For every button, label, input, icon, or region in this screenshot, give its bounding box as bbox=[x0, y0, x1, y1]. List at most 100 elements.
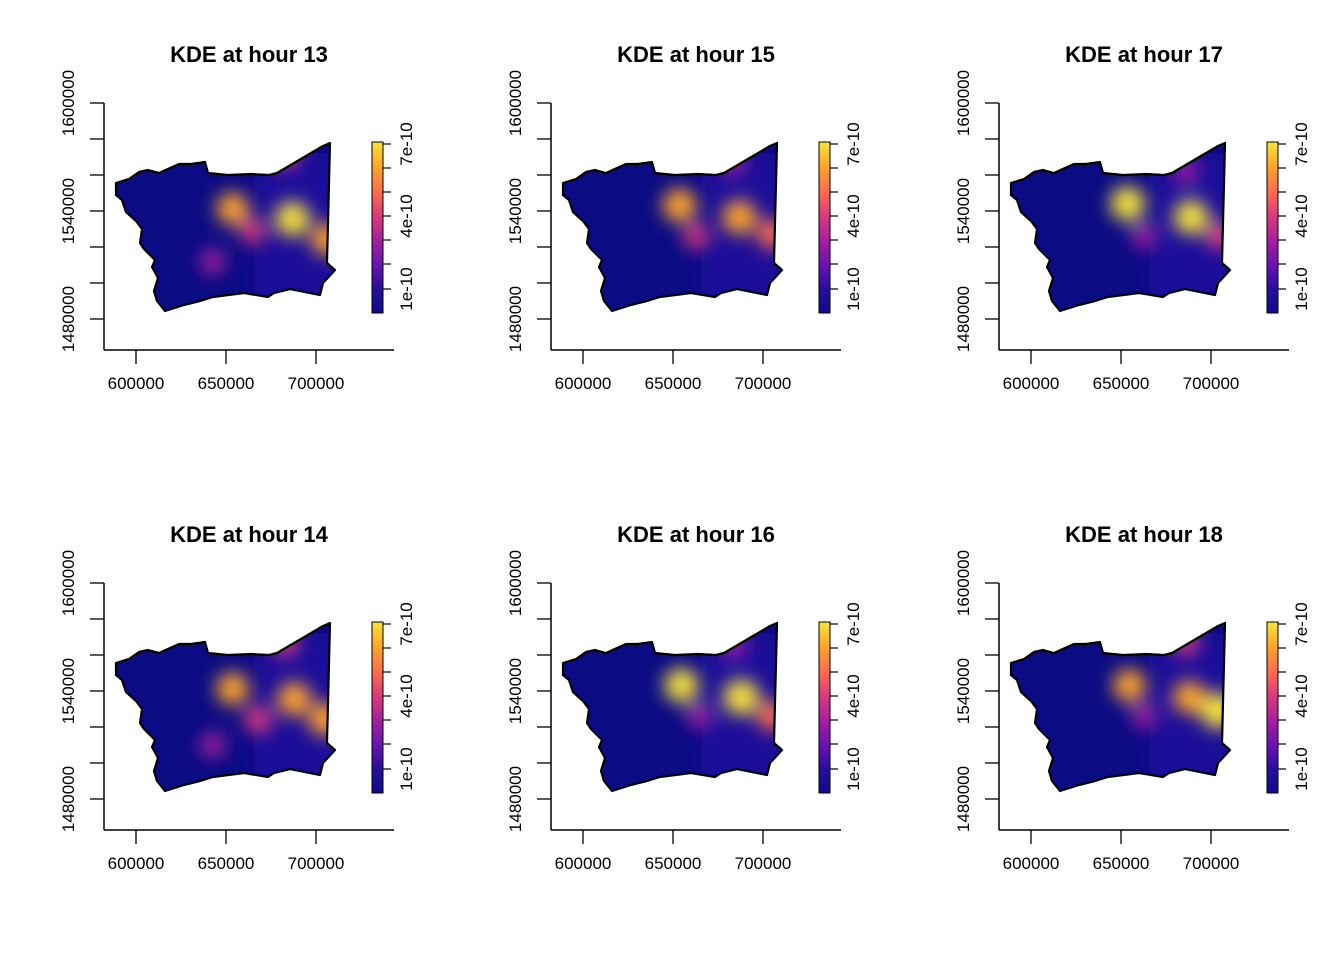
panel-hour-0: KDE at hour 13 1480000 1540000 1600000 60000… bbox=[59, 42, 416, 393]
colorbar-tick-label: 7e-10 bbox=[1292, 122, 1311, 165]
y-tick-label: 1480000 bbox=[954, 766, 973, 832]
chart-title: KDE at hour 15 bbox=[617, 42, 775, 67]
y-tick-label: 1600000 bbox=[954, 70, 973, 136]
x-tick-label: 700000 bbox=[735, 854, 792, 873]
colorbar-tick-label: 1e-10 bbox=[397, 747, 416, 790]
region-outline bbox=[561, 621, 784, 793]
region-outline bbox=[561, 141, 784, 313]
region-outline bbox=[1009, 621, 1232, 793]
chart-title: KDE at hour 18 bbox=[1065, 522, 1223, 547]
y-tick-label: 1600000 bbox=[59, 550, 78, 616]
panel-hour-3: KDE at hour 14 1480000 1540000 1600000 60000… bbox=[59, 522, 416, 873]
colorbar-tick-label: 4e-10 bbox=[1292, 674, 1311, 717]
hotspot bbox=[687, 703, 713, 729]
hotspot bbox=[1172, 629, 1199, 656]
density-map bbox=[563, 623, 782, 791]
colorbar-tick-label: 1e-10 bbox=[397, 267, 416, 310]
hotspot bbox=[216, 672, 250, 706]
colorbar-tick-label: 4e-10 bbox=[1292, 194, 1311, 237]
y-tick-label: 1600000 bbox=[954, 550, 973, 616]
x-tick-label: 650000 bbox=[198, 374, 255, 393]
hotspot bbox=[1200, 692, 1230, 729]
hotspot bbox=[722, 199, 757, 235]
y-tick-label: 1480000 bbox=[59, 766, 78, 832]
x-tick-label: 700000 bbox=[288, 854, 345, 873]
y-tick-label: 1480000 bbox=[954, 286, 973, 352]
x-tick-label: 650000 bbox=[645, 854, 702, 873]
y-tick-label: 1480000 bbox=[59, 286, 78, 352]
hotspot bbox=[683, 222, 709, 249]
x-tick-label: 600000 bbox=[108, 374, 165, 393]
x-tick-label: 600000 bbox=[1003, 374, 1060, 393]
hotspot bbox=[1172, 680, 1206, 714]
density-map bbox=[1011, 623, 1230, 791]
chart-title: KDE at hour 13 bbox=[170, 42, 328, 67]
chart-title: KDE at hour 16 bbox=[617, 522, 775, 547]
hotspot bbox=[757, 219, 782, 250]
y-tick-label: 1600000 bbox=[59, 70, 78, 136]
x-tick-label: 700000 bbox=[735, 374, 792, 393]
colorbar bbox=[1266, 621, 1279, 794]
colorbar-tick-label: 4e-10 bbox=[844, 674, 863, 717]
panel-hour-1: KDE at hour 15 1480000 1540000 1600000 60000… bbox=[506, 42, 863, 393]
hotspot bbox=[200, 732, 226, 758]
y-tick-label: 1540000 bbox=[954, 658, 973, 724]
chart-title: KDE at hour 17 bbox=[1065, 42, 1223, 67]
y-tick-label: 1540000 bbox=[59, 178, 78, 244]
colorbar-tick-label: 7e-10 bbox=[844, 602, 863, 645]
panel-hour-5: KDE at hour 18 1480000 1540000 1600000 60000… bbox=[954, 522, 1311, 873]
colorbar-tick-label: 4e-10 bbox=[397, 674, 416, 717]
density-map bbox=[563, 143, 782, 311]
y-tick-label: 1600000 bbox=[506, 70, 525, 136]
hotspot bbox=[1173, 199, 1209, 235]
hotspot bbox=[216, 192, 249, 225]
hotspot bbox=[1110, 186, 1146, 222]
colorbar-tick-label: 4e-10 bbox=[397, 194, 416, 237]
x-tick-label: 600000 bbox=[1003, 854, 1060, 873]
colorbar bbox=[371, 621, 384, 794]
hotspot bbox=[662, 188, 697, 223]
panel-hour-4: KDE at hour 16 1480000 1540000 1600000 60000… bbox=[506, 522, 863, 873]
hotspot bbox=[1113, 668, 1146, 702]
hotspot bbox=[1131, 703, 1157, 729]
colorbar-tick-label: 1e-10 bbox=[1292, 267, 1311, 310]
x-tick-label: 600000 bbox=[108, 854, 165, 873]
x-tick-label: 700000 bbox=[288, 374, 345, 393]
density-map bbox=[1011, 143, 1230, 311]
hotspot bbox=[244, 705, 273, 734]
chart-title: KDE at hour 14 bbox=[170, 522, 328, 547]
colorbar bbox=[818, 141, 831, 314]
hotspot bbox=[200, 248, 226, 274]
region-outline bbox=[114, 141, 337, 313]
region-outline bbox=[114, 621, 337, 793]
colorbar-tick-label: 7e-10 bbox=[397, 122, 416, 165]
y-tick-label: 1480000 bbox=[506, 766, 525, 832]
x-tick-label: 700000 bbox=[1183, 854, 1240, 873]
colorbar-tick-label: 7e-10 bbox=[397, 602, 416, 645]
region-outline bbox=[1009, 141, 1232, 313]
density-map bbox=[116, 143, 335, 311]
y-tick-label: 1540000 bbox=[506, 178, 525, 244]
colorbar-tick-label: 7e-10 bbox=[1292, 602, 1311, 645]
hotspot bbox=[757, 700, 782, 731]
colorbar bbox=[1266, 141, 1279, 314]
x-tick-label: 600000 bbox=[555, 854, 612, 873]
x-tick-label: 650000 bbox=[645, 374, 702, 393]
hotspot bbox=[275, 201, 310, 237]
x-tick-label: 650000 bbox=[198, 854, 255, 873]
y-tick-label: 1540000 bbox=[954, 178, 973, 244]
colorbar-tick-label: 7e-10 bbox=[844, 122, 863, 165]
hotspot bbox=[1131, 223, 1157, 249]
colorbar-tick-label: 1e-10 bbox=[1292, 747, 1311, 790]
hotspot bbox=[664, 667, 699, 703]
colorbar-tick-label: 1e-10 bbox=[844, 267, 863, 310]
hotspot bbox=[271, 143, 300, 169]
hotspot bbox=[277, 681, 312, 716]
hotspot bbox=[1206, 221, 1230, 250]
colorbar bbox=[818, 621, 831, 794]
colorbar-tick-label: 1e-10 bbox=[844, 747, 863, 790]
x-tick-label: 600000 bbox=[555, 374, 612, 393]
x-tick-label: 650000 bbox=[1093, 854, 1150, 873]
hotspot bbox=[308, 702, 335, 736]
